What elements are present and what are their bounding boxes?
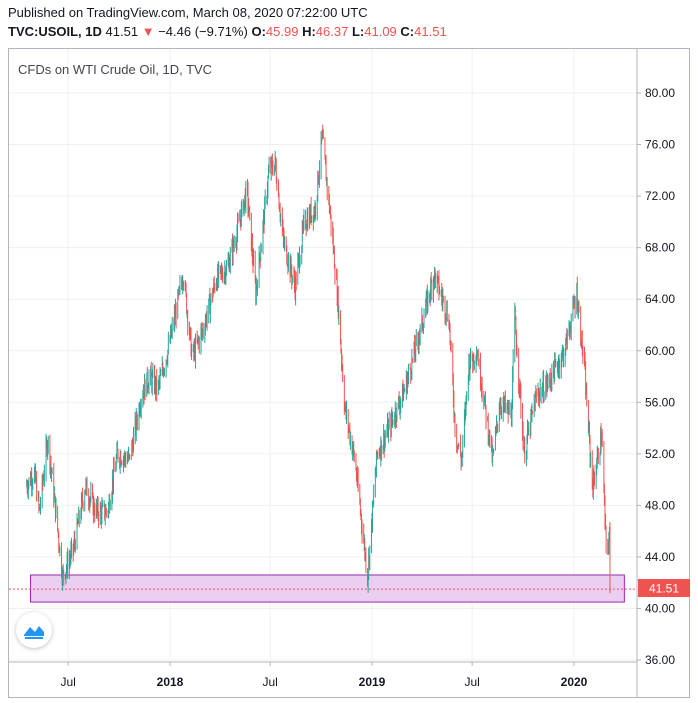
open-value: 45.99	[265, 24, 299, 39]
price-tick-label: 68.00	[645, 241, 675, 255]
chart-title: CFDs on WTI Crude Oil, 1D, TVC	[18, 62, 212, 77]
time-axis[interactable]: Jul 2018 Jul 2019 Jul 2020	[60, 662, 588, 689]
symbol-label: TVC:USOIL, 1D	[8, 24, 102, 39]
tradingview-logo[interactable]	[16, 612, 52, 648]
low-value: 41.09	[364, 24, 397, 39]
price-tick-label: 52.00	[645, 447, 675, 461]
last-price-tag: 41.51	[638, 579, 690, 597]
time-tick-label: Jul	[60, 675, 75, 689]
close-value: 41.51	[414, 24, 447, 39]
time-tick-label: Jul	[464, 675, 479, 689]
close-label: C:	[400, 24, 415, 39]
price-tick-label: 44.00	[645, 550, 675, 564]
price-tick-label: 40.00	[645, 602, 675, 616]
last-price-label: 41.51	[649, 582, 679, 596]
price-tick-label: 56.00	[645, 395, 675, 409]
candles-group	[26, 124, 611, 594]
symbol-ohlc-line: TVC:USOIL, 1D 41.51 ▼ −4.46 (−9.71%) O:4…	[8, 24, 447, 39]
high-label: H:	[302, 24, 316, 39]
down-arrow-icon: ▼	[141, 24, 155, 39]
last-price: 41.51	[105, 24, 139, 39]
low-label: L:	[351, 24, 365, 39]
open-label: O:	[251, 24, 266, 39]
price-tick-label: 72.00	[645, 189, 675, 203]
price-tick-label: 60.00	[645, 344, 675, 358]
time-tick-label: 2020	[561, 675, 588, 689]
grid-lines	[9, 49, 637, 662]
time-tick-label: Jul	[262, 675, 277, 689]
support-zone[interactable]	[30, 574, 625, 603]
price-tick-label: 48.00	[645, 498, 675, 512]
published-line: Published on TradingView.com, March 08, …	[8, 5, 368, 20]
change-value: −4.46 (−9.71%)	[158, 24, 248, 39]
price-tick-label: 80.00	[645, 86, 675, 100]
chart-frame[interactable]	[8, 48, 690, 698]
time-tick-label: 2019	[359, 675, 386, 689]
price-tick-label: 76.00	[645, 138, 675, 152]
price-tick-label: 64.00	[645, 292, 675, 306]
price-tick-label: 36.00	[645, 653, 675, 667]
time-tick-label: 2018	[157, 675, 184, 689]
high-value: 46.37	[315, 24, 349, 39]
tradingview-logo-icon	[24, 626, 44, 639]
price-axis[interactable]: 80.00 76.00 72.00 68.00 64.00 60.00 56.00 52.00…	[637, 86, 675, 667]
